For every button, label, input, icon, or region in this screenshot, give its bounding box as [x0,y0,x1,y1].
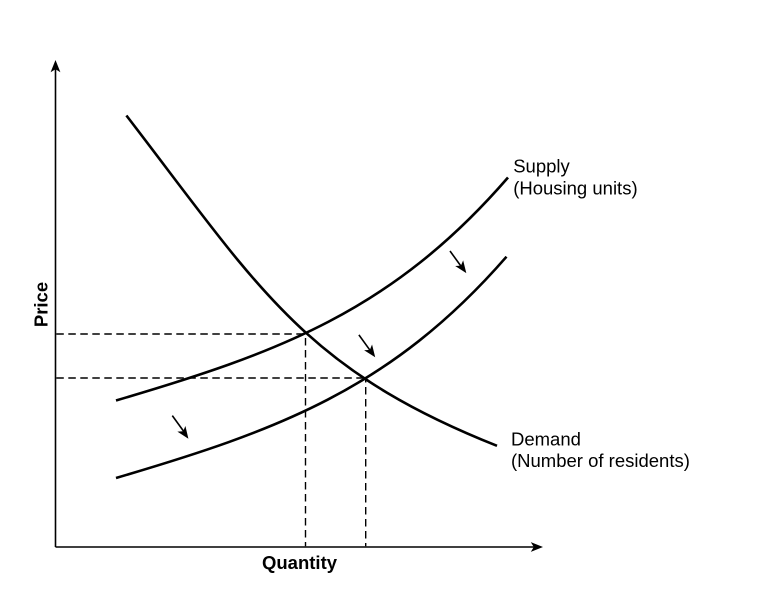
svg-text:Supply: Supply [513,156,570,177]
svg-text:Quantity: Quantity [262,552,338,573]
svg-text:Demand: Demand [511,429,581,450]
svg-text:Price: Price [31,282,52,327]
svg-text:(Number of residents): (Number of residents) [511,450,690,471]
svg-text:(Housing units): (Housing units) [513,178,637,199]
